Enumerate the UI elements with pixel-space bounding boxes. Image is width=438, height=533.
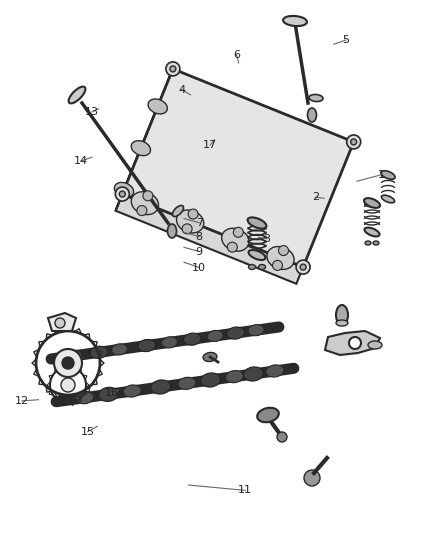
Text: 13: 13: [85, 107, 99, 117]
Text: 15: 15: [81, 427, 95, 437]
Circle shape: [227, 242, 237, 252]
Circle shape: [347, 135, 360, 149]
Ellipse shape: [207, 330, 223, 342]
Polygon shape: [116, 194, 303, 284]
Text: 11: 11: [238, 486, 252, 495]
Ellipse shape: [266, 365, 284, 377]
Ellipse shape: [381, 195, 395, 203]
Text: 17: 17: [203, 140, 217, 150]
Text: 12: 12: [15, 396, 29, 406]
Ellipse shape: [112, 344, 127, 355]
Ellipse shape: [309, 94, 323, 102]
Circle shape: [119, 191, 125, 197]
Ellipse shape: [364, 198, 380, 208]
Circle shape: [349, 337, 361, 349]
Ellipse shape: [267, 246, 294, 270]
Circle shape: [277, 432, 287, 442]
Circle shape: [137, 206, 147, 216]
Ellipse shape: [247, 217, 266, 229]
Circle shape: [143, 191, 153, 201]
Circle shape: [351, 139, 357, 145]
Circle shape: [54, 349, 82, 377]
Ellipse shape: [283, 16, 307, 26]
Text: 4: 4: [178, 85, 185, 94]
Circle shape: [296, 260, 310, 274]
Ellipse shape: [184, 333, 201, 345]
Ellipse shape: [173, 205, 184, 216]
Ellipse shape: [138, 340, 156, 352]
Ellipse shape: [131, 141, 151, 156]
Ellipse shape: [222, 228, 249, 251]
Circle shape: [62, 357, 74, 369]
Polygon shape: [325, 331, 380, 355]
Ellipse shape: [123, 385, 141, 397]
Circle shape: [55, 318, 65, 328]
Ellipse shape: [373, 241, 379, 245]
Ellipse shape: [365, 241, 371, 245]
Text: 5: 5: [343, 35, 350, 45]
Ellipse shape: [90, 346, 108, 358]
Circle shape: [115, 187, 129, 201]
Text: 2: 2: [312, 192, 319, 202]
Ellipse shape: [248, 250, 265, 260]
Ellipse shape: [66, 350, 82, 361]
Ellipse shape: [364, 228, 380, 237]
Ellipse shape: [162, 337, 177, 348]
Text: 3: 3: [264, 234, 271, 244]
Ellipse shape: [248, 264, 255, 270]
Text: 10: 10: [192, 263, 206, 272]
Circle shape: [61, 378, 75, 392]
Ellipse shape: [131, 192, 159, 215]
Ellipse shape: [76, 392, 94, 404]
Polygon shape: [48, 313, 76, 331]
Text: 9: 9: [196, 247, 203, 256]
Ellipse shape: [201, 373, 221, 387]
Circle shape: [279, 246, 289, 255]
Ellipse shape: [226, 370, 244, 383]
Text: 8: 8: [196, 232, 203, 241]
Circle shape: [300, 264, 306, 270]
Ellipse shape: [167, 224, 177, 238]
Text: 1: 1: [378, 170, 385, 180]
Ellipse shape: [381, 171, 395, 179]
Ellipse shape: [368, 341, 382, 349]
Circle shape: [170, 66, 176, 72]
Text: 14: 14: [74, 156, 88, 166]
Circle shape: [182, 224, 192, 234]
Ellipse shape: [114, 182, 134, 197]
Text: 6: 6: [233, 50, 240, 60]
Ellipse shape: [178, 377, 196, 390]
Ellipse shape: [336, 305, 348, 325]
Ellipse shape: [148, 99, 167, 114]
Circle shape: [166, 62, 180, 76]
Ellipse shape: [203, 352, 217, 361]
Ellipse shape: [336, 320, 348, 326]
Ellipse shape: [69, 86, 85, 103]
Ellipse shape: [258, 264, 265, 270]
Ellipse shape: [307, 108, 317, 122]
Ellipse shape: [257, 408, 279, 422]
Ellipse shape: [151, 380, 171, 394]
Text: 7: 7: [196, 218, 203, 228]
Polygon shape: [116, 69, 173, 211]
Ellipse shape: [177, 210, 204, 233]
Ellipse shape: [226, 327, 244, 339]
Circle shape: [272, 261, 283, 270]
Circle shape: [304, 470, 320, 486]
Ellipse shape: [99, 387, 118, 401]
Text: 16: 16: [105, 389, 119, 398]
Circle shape: [188, 209, 198, 219]
Polygon shape: [122, 69, 354, 267]
Circle shape: [233, 227, 244, 237]
Ellipse shape: [244, 367, 263, 381]
Ellipse shape: [248, 325, 264, 336]
